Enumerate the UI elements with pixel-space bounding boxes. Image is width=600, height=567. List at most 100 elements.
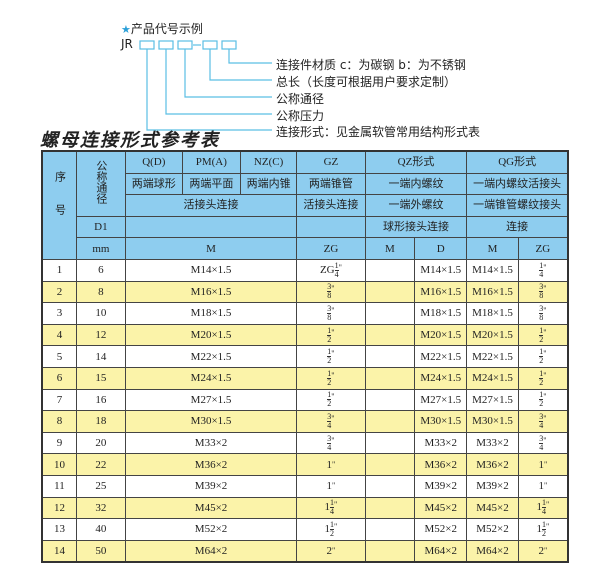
header-cell: D1	[75, 215, 126, 239]
qz-m	[364, 410, 416, 433]
zg-inch-mark: "	[331, 435, 335, 445]
row-number: 10	[41, 453, 77, 476]
zg-whole: 2	[538, 544, 544, 557]
nominal-diameter: 16	[75, 388, 126, 412]
qz-d: M45×2	[414, 496, 468, 520]
zg-numerator: 3	[539, 433, 544, 444]
row-number: 14	[41, 539, 77, 563]
gz-thread-zg: ZG 1 4 "	[296, 258, 366, 282]
thread-m: M24×1.5	[124, 366, 298, 390]
qg-zg: 1 2 "	[517, 345, 569, 368]
zg-numerator: 3	[539, 411, 544, 422]
zg-denominator: 8	[539, 291, 544, 301]
zg-inch-mark: "	[543, 284, 547, 294]
qz-d: M18×1.5	[414, 302, 468, 325]
zg-denominator: 4	[539, 269, 544, 279]
zg-numerator: 1	[539, 347, 544, 358]
zg-whole: 1	[538, 480, 544, 493]
qg-m: M30×1.5	[466, 410, 519, 433]
zg-inch-mark: "	[331, 370, 335, 380]
legend-connection: 连接形式：见金属软管常用结构形式表	[276, 125, 481, 139]
zg-inch-mark: "	[332, 545, 336, 555]
qg-m: M36×2	[466, 453, 519, 476]
header-cell: 一端外螺纹	[364, 194, 468, 217]
thread-m: M30×1.5	[124, 410, 298, 433]
legend-heading-text: 产品代号示例	[130, 22, 203, 36]
nominal-diameter: 14	[75, 345, 126, 368]
zg-inch-mark: "	[543, 392, 547, 402]
zg-inch-mark: "	[543, 349, 547, 359]
qz-m	[364, 496, 416, 520]
gz-thread-zg: 1 2 "	[296, 345, 366, 368]
zg-denominator: 2	[327, 334, 332, 344]
zg-denominator: 2	[541, 528, 546, 538]
qg-m: M27×1.5	[466, 388, 519, 412]
header-cell: PM(A)	[181, 150, 241, 174]
qz-m	[364, 453, 416, 476]
table-row: 11 25 M39×2 1" M39×2 M39×2 1"	[41, 474, 569, 498]
code-box-1	[139, 40, 155, 50]
thread-m: M45×2	[124, 496, 298, 520]
qz-m	[364, 518, 416, 541]
zg-numerator: 1	[327, 368, 332, 379]
qz-d: M16×1.5	[414, 280, 468, 304]
zg-denominator: 2	[539, 334, 544, 344]
table-body: 1 6 M14×1.5 ZG 1 4 " M14×1.5 M14×1.5 1 4 " 2 8 M16×1.5…	[41, 258, 569, 563]
header-cell: M	[124, 237, 298, 260]
zg-denominator: 4	[539, 442, 544, 452]
code-box-2	[158, 40, 174, 50]
header-cell: 一端内螺纹活接头	[466, 172, 569, 196]
zg-denominator: 8	[327, 291, 332, 301]
qz-m	[364, 323, 416, 347]
qz-m	[364, 258, 416, 282]
qz-m	[364, 474, 416, 498]
zg-denominator: 4	[327, 420, 332, 430]
nominal-diameter: 10	[75, 302, 126, 325]
zg-denominator: 4	[330, 507, 335, 517]
nominal-diameter: 25	[75, 474, 126, 498]
thread-m: M33×2	[124, 431, 298, 455]
legend-material: 连接件材质 c：为碳钢 b：为不锈钢	[276, 58, 466, 72]
leader-line-5	[146, 49, 272, 131]
header-cell: GZ	[296, 150, 366, 174]
zg-denominator: 8	[327, 312, 332, 322]
zg-inch-mark: "	[332, 459, 336, 469]
leader-line-1	[228, 49, 272, 64]
thread-m: M22×1.5	[124, 345, 298, 368]
zg-inch-mark: "	[545, 521, 550, 531]
nominal-diameter: 18	[75, 410, 126, 433]
header-cell: M	[466, 237, 519, 260]
table-row: 3 10 M18×1.5 3 8 " M18×1.5 M18×1.5 3 8 "	[41, 302, 569, 325]
qg-zg: 1"	[517, 474, 569, 498]
qg-zg: 3 8 "	[517, 302, 569, 325]
qg-m: M45×2	[466, 496, 519, 520]
qg-zg: 1 1 2 "	[517, 518, 569, 541]
thread-m: M36×2	[124, 453, 298, 476]
gz-thread-zg: 3 8 "	[296, 302, 366, 325]
zg-whole: 1	[326, 480, 333, 493]
header-cell: Q(D)	[124, 150, 183, 174]
zg-denominator: 2	[539, 399, 544, 409]
zg-numerator: 1	[327, 347, 332, 358]
table-row: 7 16 M27×1.5 1 2 " M27×1.5 M27×1.5 1 2 "	[41, 388, 569, 412]
zg-whole: 1	[536, 522, 542, 535]
zg-denominator: 2	[327, 377, 332, 387]
header-dn: 公称通径	[75, 150, 126, 217]
qg-m: M52×2	[466, 518, 519, 541]
header-cell: NZ(C)	[239, 150, 298, 174]
legend-length: 总长（长度可根据用户要求定制）	[276, 75, 457, 89]
qz-d: M14×1.5	[414, 258, 468, 282]
zg-denominator: 4	[327, 442, 332, 452]
zg-numerator: 1	[539, 368, 544, 379]
qz-m	[364, 539, 416, 563]
header-cell: ZG	[296, 237, 366, 260]
zg-denominator: 8	[539, 312, 544, 322]
zg-numerator: 3	[327, 282, 332, 293]
leader-line-3	[184, 49, 272, 98]
zg-denominator: 2	[327, 399, 332, 409]
